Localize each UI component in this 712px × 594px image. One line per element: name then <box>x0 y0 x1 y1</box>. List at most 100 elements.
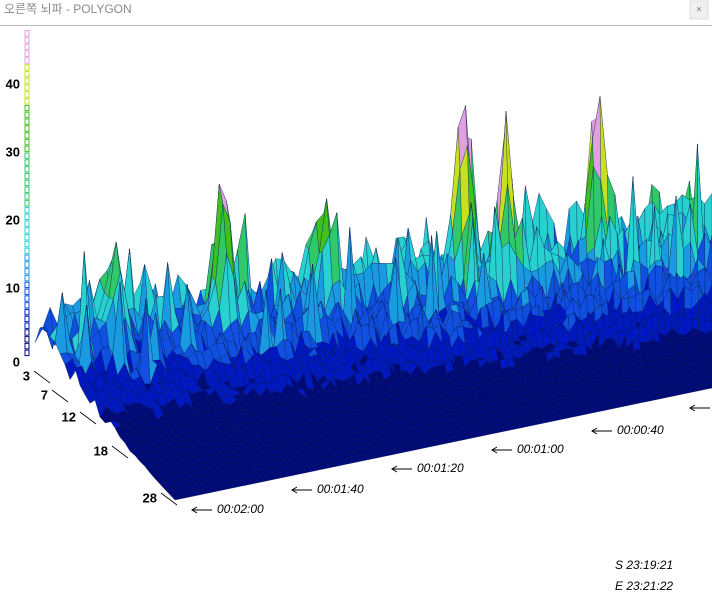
scale-cell <box>24 206 30 214</box>
scale-cell <box>24 118 30 125</box>
surface-cell <box>591 375 599 382</box>
surface-cell <box>686 357 694 364</box>
scale-cell <box>24 342 30 350</box>
scale-cell <box>24 57 30 64</box>
surface-cell <box>591 406 599 414</box>
scale-cell <box>24 145 30 153</box>
scale-cell <box>24 193 30 200</box>
scale-cell <box>24 98 30 105</box>
surface-cell <box>705 302 712 322</box>
surface-cell <box>579 344 588 356</box>
scale-cell <box>24 315 30 323</box>
surface-cell <box>651 314 659 331</box>
surface-cell <box>705 374 712 381</box>
arrow-head <box>689 404 696 412</box>
surface-cell <box>705 365 712 372</box>
z-tick-label: 0 <box>13 354 20 369</box>
surface-cell <box>585 380 594 389</box>
surface-cell <box>705 352 712 363</box>
surface-cell <box>691 319 699 330</box>
scale-cell <box>24 261 30 268</box>
surface-cell <box>641 366 650 374</box>
depth-tick <box>33 370 51 384</box>
surface-cell <box>596 368 605 377</box>
z-tick-label: 20 <box>6 212 20 227</box>
scale-cell <box>24 336 30 343</box>
scale-cell <box>24 281 30 289</box>
z-tick-label: 40 <box>6 76 20 91</box>
scale-cell <box>24 220 30 227</box>
scale-cell <box>24 36 30 44</box>
surface-cell <box>627 399 635 406</box>
surface-cell <box>705 359 712 366</box>
scale-cell <box>24 240 30 248</box>
surface-cell <box>692 355 700 364</box>
scale-cell <box>24 111 30 119</box>
time-tick-label: 00:00:40 <box>617 423 664 437</box>
depth-tick-label: 12 <box>62 409 76 424</box>
depth-tick <box>160 492 178 506</box>
surface-cell <box>699 365 706 372</box>
scale-cell <box>24 132 30 139</box>
z-tick-label: 10 <box>6 280 20 295</box>
surface-cell <box>705 330 712 343</box>
scale-cell <box>24 84 30 91</box>
surface-cell <box>648 371 656 377</box>
arrow-head <box>291 486 298 494</box>
scale-cell <box>24 247 30 255</box>
surface-cell <box>640 347 648 356</box>
arrow-head <box>491 446 498 454</box>
time-tick-label: 00:01:00 <box>517 442 564 456</box>
scale-cell <box>24 322 30 329</box>
surface-cell <box>705 379 712 386</box>
close-button[interactable] <box>689 0 709 20</box>
scale-cell <box>24 179 30 187</box>
scale-cell <box>24 64 30 71</box>
scale-cell <box>24 159 30 166</box>
surface-cell <box>635 366 643 374</box>
surface-cell <box>636 377 645 385</box>
surface-cell <box>679 341 687 353</box>
scale-cell <box>24 254 30 261</box>
labels: 40 30 20 10 037 12 18 28 00:02:00 00:01:40 00:01:2… <box>6 76 710 593</box>
surface-cell <box>704 267 712 302</box>
time-tick-label: 00:01:20 <box>417 461 464 475</box>
depth-tick <box>111 445 129 459</box>
depth-tick-label: 18 <box>94 443 108 458</box>
close-icon[interactable]: × <box>696 5 702 16</box>
scale-cell <box>24 200 30 207</box>
surface-cell <box>610 372 618 379</box>
surface-cell <box>635 291 644 313</box>
surface-cell <box>705 350 712 355</box>
scale-cell <box>24 302 30 309</box>
arrow-head <box>591 427 598 435</box>
scale-cell <box>24 125 30 132</box>
surface-cell <box>705 369 712 376</box>
scale-cell <box>24 295 30 302</box>
arrow-head <box>191 506 198 514</box>
scale-cell <box>24 43 30 51</box>
scale-cell <box>24 172 30 180</box>
surface-cell <box>641 359 649 369</box>
scale-cell <box>24 349 30 357</box>
scale-cell <box>24 50 30 57</box>
scale-cell <box>24 138 30 146</box>
surface-cell <box>656 379 664 386</box>
end-time: E 23:21:22 <box>615 579 673 593</box>
depth-tick-label: 7 <box>41 387 48 402</box>
color-scale <box>24 30 30 357</box>
surface-cell <box>704 193 712 248</box>
scale-cell <box>24 166 30 173</box>
scale-cell <box>24 329 30 336</box>
surface-cell <box>603 404 611 411</box>
surface-cell <box>705 347 712 352</box>
scale-cell <box>24 104 30 112</box>
scale-cell <box>24 30 30 37</box>
scale-cell <box>24 186 30 193</box>
surface-cell <box>705 336 712 349</box>
surface-cell <box>666 348 674 358</box>
z-tick-label: 30 <box>6 144 20 159</box>
surface <box>34 96 712 501</box>
surface-cell <box>654 358 662 367</box>
